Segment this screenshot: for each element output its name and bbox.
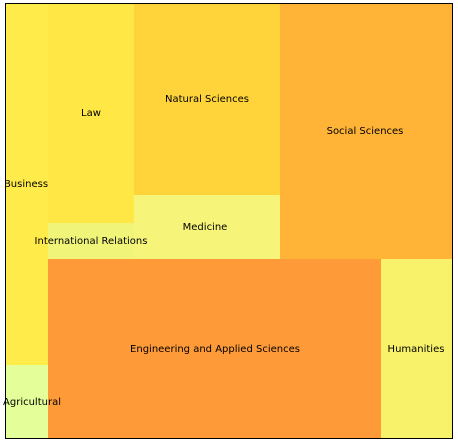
tile-label-natural-sciences: Natural Sciences — [165, 94, 249, 105]
tile-medicine — [134, 195, 280, 259]
tile-engineering-and-applied-sciences — [48, 259, 381, 438]
tile-international-relations — [48, 223, 134, 259]
treemap-tiles: Business Agricultural Law International Rel… — [3, 3, 452, 438]
tile-social-sciences — [280, 3, 452, 259]
tile-label-agricultural: Agricultural — [3, 397, 61, 408]
tile-label-humanities: Humanities — [388, 344, 445, 355]
tile-label-engineering-and-applied-sciences: Engineering and Applied Sciences — [130, 344, 300, 355]
plot-frame — [5, 3, 453, 439]
tile-label-social-sciences: Social Sciences — [327, 126, 404, 137]
tile-humanities — [381, 259, 452, 438]
tile-label-medicine: Medicine — [183, 222, 228, 233]
tile-label-international-relations: International Relations — [35, 236, 148, 247]
tile-label-business: Business — [4, 179, 48, 190]
tile-label-law: Law — [81, 108, 101, 119]
tile-agricultural — [5, 365, 48, 438]
tile-business — [5, 3, 48, 365]
tile-natural-sciences — [134, 3, 280, 195]
tile-law — [48, 3, 134, 223]
